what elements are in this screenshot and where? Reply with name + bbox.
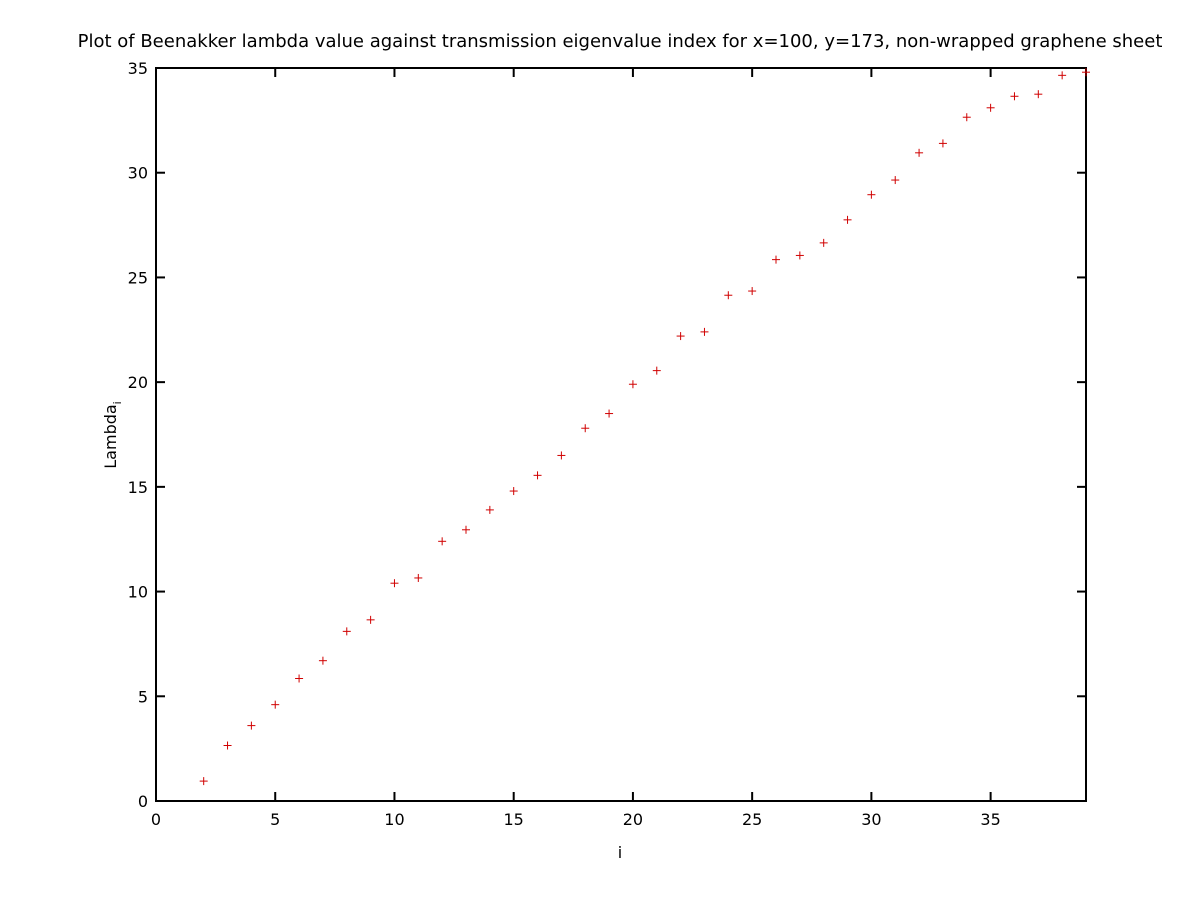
data-point (462, 525, 470, 534)
data-point (605, 409, 614, 418)
x-tick-label: 10 (384, 810, 404, 829)
data-point (438, 537, 447, 546)
x-tick-label: 0 (151, 810, 161, 829)
data-point (867, 190, 876, 199)
y-tick-label: 10 (128, 583, 148, 602)
plot-border (155, 67, 1087, 802)
x-axis-label: i (618, 843, 622, 862)
y-tick-label: 25 (128, 268, 148, 287)
data-point (700, 327, 709, 336)
y-tick-label: 20 (128, 373, 148, 392)
data-point (271, 700, 280, 709)
data-point (652, 366, 661, 375)
x-tick-label: 35 (980, 810, 1000, 829)
data-point (557, 451, 566, 460)
y-axis-label: Lambdai (101, 401, 124, 468)
y-tick-label: 5 (138, 687, 148, 706)
data-point (199, 777, 208, 786)
data-point (772, 255, 780, 264)
data-point (390, 579, 399, 588)
data-point (819, 238, 828, 247)
y-tick-label: 0 (138, 792, 148, 811)
data-point (1058, 71, 1067, 80)
data-point (533, 471, 542, 480)
x-tick-label: 15 (504, 810, 524, 829)
data-point (986, 103, 995, 112)
data-point (1082, 68, 1090, 77)
chart-title: Plot of Beenakker lambda value against t… (78, 31, 1163, 52)
x-tick-label: 20 (623, 810, 643, 829)
x-tick-label: 5 (270, 810, 280, 829)
data-point (509, 487, 518, 496)
data-point (223, 741, 232, 750)
x-axis: 0 5 10 15 20 25 30 35 (151, 68, 1001, 829)
data-point (843, 215, 852, 224)
data-point (748, 287, 757, 296)
data-point (485, 505, 494, 514)
data-point (318, 656, 327, 665)
data-point (366, 615, 375, 624)
data-point (1034, 90, 1043, 99)
data-point (247, 721, 256, 730)
data-points (199, 68, 1090, 786)
x-tick-label: 25 (742, 810, 762, 829)
y-tick-label: 30 (128, 164, 148, 183)
data-point (915, 148, 924, 157)
x-tick-label: 30 (861, 810, 881, 829)
data-point (342, 627, 351, 636)
data-point (295, 674, 304, 683)
data-point (1010, 92, 1019, 101)
data-point (581, 424, 590, 433)
y-axis-label-main: Lambda (101, 404, 120, 468)
data-point (676, 332, 685, 341)
y-axis-label-subscript: i (111, 401, 124, 404)
y-axis: 0 5 10 15 20 25 30 35 (128, 59, 1086, 811)
data-point (962, 113, 971, 122)
data-point (628, 380, 637, 389)
data-point (414, 573, 423, 582)
data-point (891, 176, 900, 185)
data-point (795, 251, 804, 260)
data-point (724, 291, 733, 300)
y-tick-label: 35 (128, 59, 148, 78)
data-point (938, 139, 947, 148)
y-tick-label: 15 (128, 478, 148, 497)
plot-frame (155, 67, 1087, 802)
